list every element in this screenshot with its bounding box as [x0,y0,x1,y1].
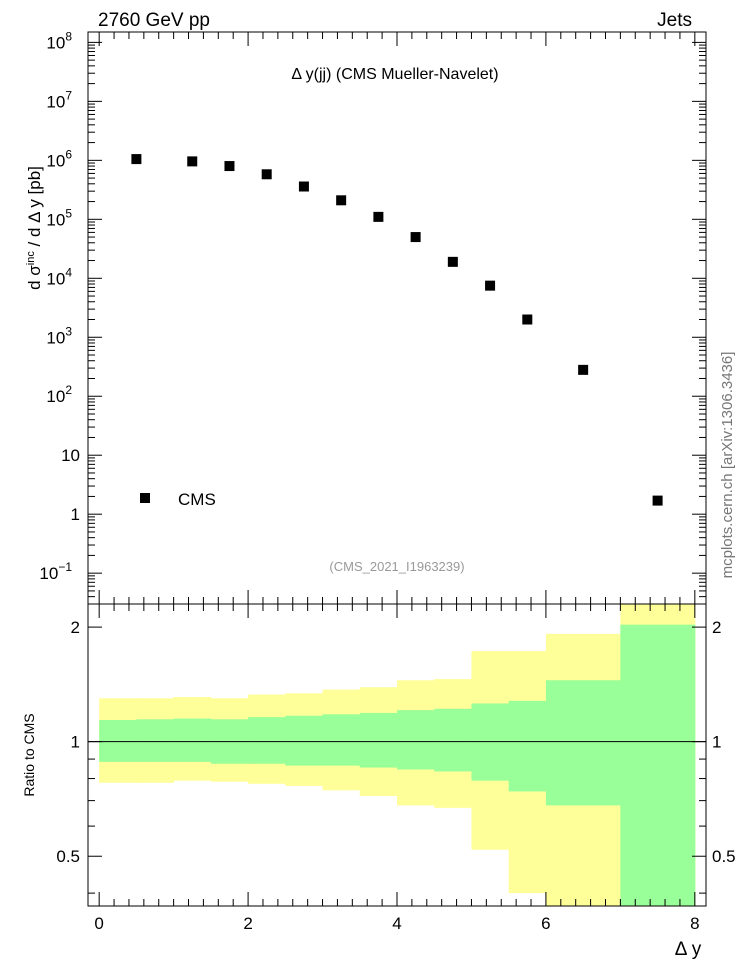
x-tick-label: 6 [541,914,550,933]
y-axis-label-superscript: inc [25,251,37,266]
y-tick-label-ratio-right: 2 [712,618,721,637]
y-tick-label-base: 10 [46,328,65,347]
ratio-band-inner [545,680,621,806]
ratio-band-inner [359,712,398,768]
y-tick-label-ratio-right: 1 [712,733,721,752]
data-point [187,156,198,167]
ratio-band-inner [99,720,137,762]
y-tick-label-base: 10 [46,387,65,406]
plot-frame-top [87,31,707,605]
x-tick-label: 4 [392,914,401,933]
ratio-band-inner [397,710,435,770]
y-tick-label: 10−1 [39,560,72,583]
y-tick-label-base: 10 [46,210,65,229]
y-tick-label-base: 10 [39,564,58,583]
plot-frame-ratio [87,603,707,907]
data-point [447,256,458,267]
header-right: Jets [657,10,692,31]
header-left: 2760 GeV pp [98,10,210,31]
x-tick-label: 8 [690,914,699,933]
ratio-band-inner [508,700,547,792]
y-tick-label-base: 10 [61,446,80,465]
svg-text:d σinc / d Δ y [pb]: d σinc / d Δ y [pb] [25,166,44,290]
y-tick-label-exponent: 2 [65,383,72,397]
y-tick-label-ratio: 0.5 [56,847,80,866]
ratio-band-inner [322,714,361,766]
data-point [336,195,347,206]
data-point [652,495,663,506]
y-tick-label-exponent: 3 [65,324,72,338]
ratio-band-inner [434,708,472,772]
y-tick-label: 108 [46,29,72,52]
y-tick-label: 104 [46,265,72,288]
y-tick-label-exponent: −1 [58,560,72,574]
y-axis-label-ratio: Ratio to CMS [21,713,37,796]
y-tick-label-base: 1 [71,505,80,524]
legend-marker [140,493,150,503]
y-tick-label-base: 10 [46,151,65,170]
data-point [485,280,496,291]
ratio-band-inner [620,624,696,906]
y-tick-label: 103 [46,324,72,347]
y-tick-label: 102 [46,383,72,406]
y-tick-label-base: 10 [46,269,65,288]
data-point [261,169,272,180]
y-tick-label-exponent: 5 [65,206,72,220]
data-point [373,211,384,222]
y-tick-label: 105 [46,206,72,229]
y-tick-label-ratio-right: 0.5 [712,847,736,866]
side-label: mcplots.cern.ch [arXiv:1306.3436] [719,352,736,579]
y-tick-label-ratio: 2 [71,618,80,637]
data-point [578,364,589,375]
x-tick-label: 2 [243,914,252,933]
y-tick-label-base: 10 [46,92,65,111]
main-title: Δ y(jj) (CMS Mueller-Navelet) [291,66,498,83]
y-axis-label-part-2: / d Δ y [pb] [25,166,44,251]
y-tick-label: 10 [61,446,80,465]
data-point [298,181,309,192]
y-tick-label-ratio: 1 [71,733,80,752]
data-point [131,154,142,165]
data-point [522,314,533,325]
legend-label: CMS [178,490,216,509]
y-tick-label-exponent: 7 [65,88,72,102]
data-point [410,232,421,243]
ratio-band-inner [136,719,175,762]
watermark: (CMS_2021_I1963239) [329,559,464,574]
y-tick-label-base: 10 [46,33,65,52]
y-tick-label: 107 [46,88,72,111]
ratio-band-inner [173,718,212,762]
x-tick-label: 0 [94,914,103,933]
data-point [224,161,235,172]
y-tick-label-exponent: 8 [65,29,72,43]
ratio-band-inner [248,717,286,764]
ratio-plot: 0.5 0.5 1 1 2 2 0 2 4 6 8 [56,603,736,933]
y-tick-label-exponent: 6 [65,147,72,161]
y-axis-label-top: d σinc / d Δ y [pb] [25,166,44,290]
y-tick-label: 106 [46,147,72,170]
x-axis-label: Δ y [675,939,702,960]
y-tick-label: 1 [71,505,80,524]
y-tick-label-exponent: 4 [65,265,72,279]
ratio-band-inner [285,715,324,766]
y-axis-label-part-1: d σ [25,265,44,290]
